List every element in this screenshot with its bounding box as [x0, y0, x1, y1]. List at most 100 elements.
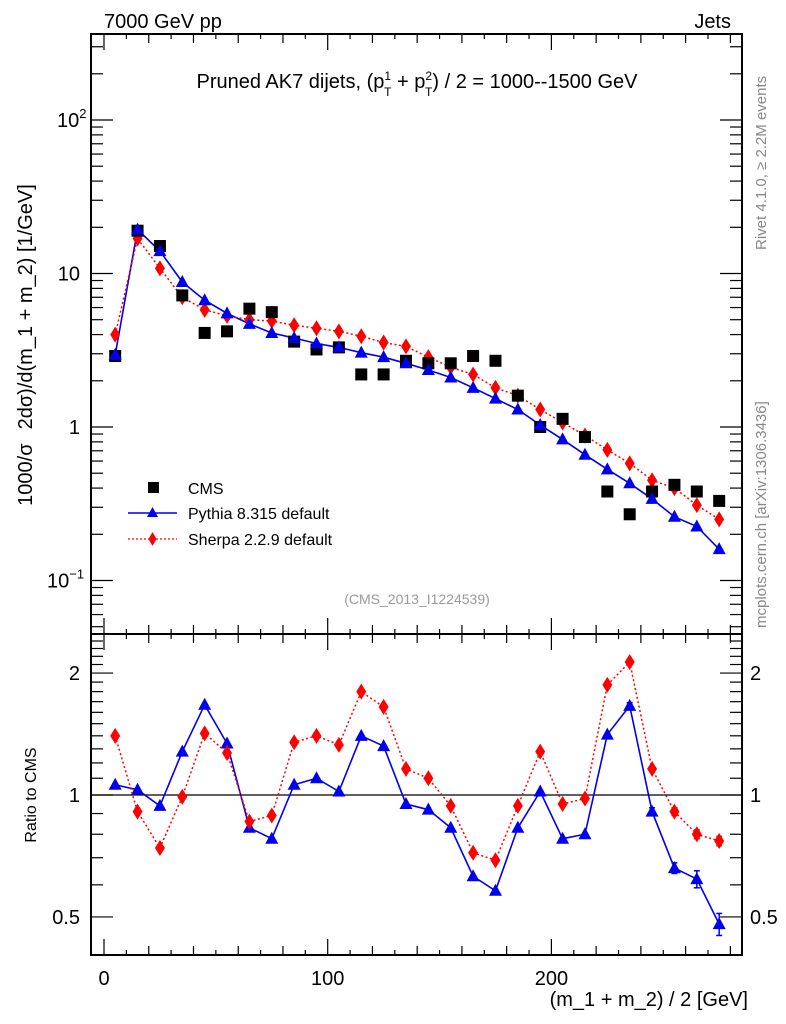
data-point-pythia: [131, 222, 145, 235]
ratio-point-sherpa: [579, 790, 590, 807]
main-plot-marks: [108, 222, 726, 555]
ratio-point-pythia: [153, 798, 167, 811]
ratio-point-sherpa: [110, 727, 121, 744]
ratio-y-tick-label: 1: [69, 785, 80, 807]
main-axes: 102 10 1 10−1: [47, 33, 743, 955]
title-prefix: Pruned AK7 dijets, (p: [196, 71, 384, 93]
ratio-point-sherpa: [691, 826, 702, 843]
data-point-sherpa: [535, 401, 546, 418]
data-point-cms: [601, 485, 614, 498]
ratio-point-pythia: [667, 861, 681, 874]
data-point-pythia: [198, 293, 212, 306]
rivet-version-label: Rivet 4.1.0, ≥ 2.2M events: [753, 76, 770, 250]
ratio-point-pythia: [131, 782, 145, 795]
data-point-cms: [646, 485, 659, 498]
ratio-point-sherpa: [333, 736, 344, 753]
ratio-point-pythia: [310, 771, 324, 784]
ratio-point-sherpa: [714, 832, 725, 849]
ratio-plot-marks: [108, 654, 726, 937]
title-sup1: 1: [384, 69, 391, 83]
data-point-pythia: [153, 244, 167, 257]
ratio-point-pythia: [623, 698, 637, 711]
data-point-cms: [377, 368, 390, 381]
ratio-axes: 0 100 200 0.5 0.5 1 1 2 2: [52, 34, 778, 990]
data-point-pythia: [578, 447, 592, 460]
data-point-sherpa: [154, 260, 165, 277]
data-point-pythia: [265, 325, 279, 338]
ratio-y-tick-label-right: 1: [750, 785, 761, 807]
y-tick-label: 1: [69, 417, 80, 439]
ratio-point-sherpa: [378, 698, 389, 715]
data-point-cms: [578, 431, 591, 444]
ratio-point-pythia: [690, 872, 704, 885]
data-point-pythia: [466, 380, 480, 393]
data-point-pythia: [667, 509, 681, 522]
ratio-point-pythia: [108, 777, 122, 790]
data-point-cms: [467, 350, 480, 363]
data-point-cms: [668, 478, 681, 491]
data-point-pythia: [242, 316, 256, 329]
analysis-id-annotation: (CMS_2013_I1224539): [344, 591, 490, 607]
title-sub1: T: [384, 85, 392, 99]
data-point-sherpa: [468, 366, 479, 383]
ratio-point-sherpa: [154, 839, 165, 856]
ratio-point-sherpa: [199, 725, 210, 742]
ratio-point-pythia: [712, 917, 726, 930]
ratio-point-sherpa: [266, 807, 277, 824]
main-y-axis-label: 1000/σ 2dσ)/d(m_1 + m_2) [1/GeV]: [15, 184, 37, 506]
ratio-point-sherpa: [356, 683, 367, 700]
data-point-pythia: [287, 331, 301, 344]
ratio-point-sherpa: [468, 844, 479, 861]
legend-marker-diamond: [148, 532, 157, 546]
x-axis-label: (m_1 + m_2) / 2 [GeV]: [550, 989, 748, 1011]
ratio-point-sherpa: [512, 797, 523, 814]
data-point-pythia: [220, 306, 234, 319]
data-point-pythia: [690, 519, 704, 532]
data-point-sherpa: [624, 455, 635, 472]
legend-marker-triangle: [147, 507, 158, 517]
data-point-cms: [243, 302, 256, 315]
ratio-point-pythia: [600, 727, 614, 740]
ratio-point-pythia: [265, 831, 279, 844]
ratio-point-pythia: [466, 869, 480, 882]
data-point-pythia: [175, 275, 189, 288]
data-point-pythia: [600, 462, 614, 475]
ratio-point-pythia: [645, 804, 659, 817]
ratio-point-sherpa: [647, 760, 658, 777]
series-line-pythia: [114, 228, 720, 550]
x-tick-label: 0: [98, 968, 109, 990]
data-point-cms: [623, 508, 636, 521]
data-point-pythia: [712, 542, 726, 555]
y-tick-exponent: −1: [69, 567, 84, 582]
data-point-sherpa: [311, 320, 322, 337]
legend-marker-square: [148, 482, 159, 493]
legend-item-sherpa: Sherpa 2.2.9 default: [128, 532, 333, 549]
data-point-pythia: [556, 432, 570, 445]
data-point-sherpa: [333, 323, 344, 340]
data-point-pythia: [421, 363, 435, 376]
ratio-point-sherpa: [445, 797, 456, 814]
y-tick-exponent: 2: [79, 106, 86, 121]
title-mid: + p: [391, 71, 425, 93]
data-point-pythia: [332, 340, 346, 353]
x-tick-label: 100: [311, 968, 344, 990]
energy-label: 7000 GeV pp: [104, 11, 222, 33]
legend-label-sherpa: Sherpa 2.2.9 default: [188, 532, 333, 549]
ratio-point-sherpa: [602, 676, 613, 693]
data-point-cms: [176, 289, 189, 302]
title-suffix: ) / 2 = 1000--1500 GeV: [432, 71, 638, 93]
data-point-sherpa: [691, 497, 702, 514]
title-sub2: T: [425, 85, 433, 99]
ratio-point-sherpa: [490, 852, 501, 869]
ratio-point-pythia: [533, 784, 547, 797]
data-point-pythia: [645, 491, 659, 504]
category-label: Jets: [694, 11, 731, 33]
data-point-pythia: [108, 347, 122, 360]
legend-item-pythia: Pythia 8.315 default: [128, 506, 330, 523]
data-point-sherpa: [400, 338, 411, 355]
series-line-sherpa: [114, 236, 720, 521]
data-point-sherpa: [110, 326, 121, 343]
data-point-cms: [713, 494, 726, 507]
ratio-point-pythia: [332, 784, 346, 797]
